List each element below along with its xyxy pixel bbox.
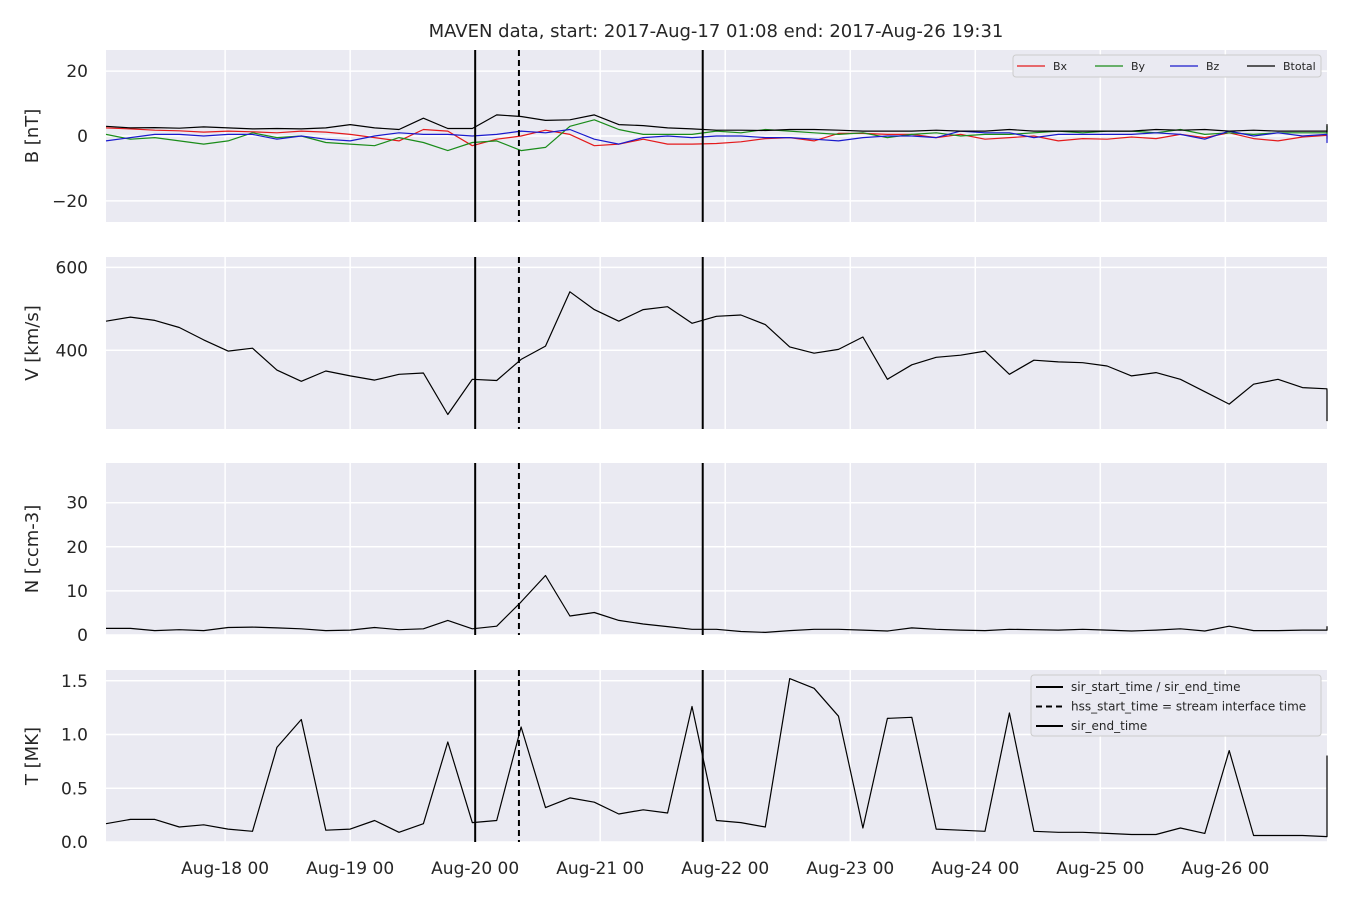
y-tick-label: 0 xyxy=(77,127,88,147)
legend-frame xyxy=(1030,674,1322,737)
y-tick-label: 1.0 xyxy=(61,726,88,746)
y-tick-label: 30 xyxy=(66,494,88,514)
y-axis-label: N [ccm-3] xyxy=(22,505,43,594)
x-tick-label: Aug-19 00 xyxy=(306,859,394,879)
y-tick-label: 10 xyxy=(66,582,88,602)
y-tick-label: 0.0 xyxy=(61,833,88,853)
legend-label-bz: Bz xyxy=(1206,60,1220,73)
x-tick-label: Aug-26 00 xyxy=(1181,859,1269,879)
y-tick-label: 20 xyxy=(66,62,88,82)
y-axis-label: V [km/s] xyxy=(22,305,43,380)
panel-background xyxy=(106,257,1327,429)
legend-label: sir_end_time xyxy=(1071,719,1147,733)
legend-label-by: By xyxy=(1131,60,1146,73)
series-line-by xyxy=(105,119,1328,152)
panel-4: 1.5 1.0 0.5 0.0 T [MK] sir_start_time / sir_e… xyxy=(22,670,1328,879)
legend-label: sir_start_time / sir_end_time xyxy=(1071,680,1241,694)
panel-2: 600 400 V [km/s] xyxy=(22,257,1328,429)
figure-title: MAVEN data, start: 2017-Aug-17 01:08 end… xyxy=(429,21,1004,42)
y-tick-label: 1.5 xyxy=(61,672,88,692)
x-tick-label: Aug-24 00 xyxy=(931,859,1019,879)
x-tick-label: Aug-25 00 xyxy=(1056,859,1144,879)
legend-label-bx: Bx xyxy=(1053,60,1068,73)
y-tick-label: 0 xyxy=(77,626,88,646)
panel-background xyxy=(106,463,1327,635)
x-tick-label: Aug-23 00 xyxy=(806,859,894,879)
series-line-bz xyxy=(105,128,1328,145)
x-tick-label: Aug-22 00 xyxy=(681,859,769,879)
series-line-btotal xyxy=(105,114,1328,133)
panel-1: 20 0 −20 B [nT] Bx By Bz Btotal xyxy=(22,50,1328,222)
legend-label-btotal: Btotal xyxy=(1283,60,1316,73)
legend-frame xyxy=(1012,54,1322,78)
y-axis-label: T [MK] xyxy=(22,727,43,786)
y-tick-label: 400 xyxy=(56,341,88,361)
x-tick-label: Aug-21 00 xyxy=(556,859,644,879)
series-line-v xyxy=(105,291,1328,422)
series-line-n xyxy=(106,574,1328,634)
y-tick-label: 600 xyxy=(56,258,88,278)
y-tick-label: 20 xyxy=(66,538,88,558)
x-tick-label: Aug-18 00 xyxy=(181,859,269,879)
x-tick-label: Aug-20 00 xyxy=(431,859,519,879)
series-line-t xyxy=(105,677,1328,838)
legend-events: sir_start_time / sir_end_time hss_start_t… xyxy=(1030,674,1322,737)
y-axis-label: B [nT] xyxy=(22,109,43,164)
legend-b-field: Bx By Bz Btotal xyxy=(1012,54,1322,78)
y-tick-label: 0.5 xyxy=(61,779,88,799)
legend-label: hss_start_time = stream interface time xyxy=(1071,700,1306,714)
panel-3: 30 20 10 0 N [ccm-3] xyxy=(22,463,1328,646)
y-tick-label: −20 xyxy=(52,192,88,212)
